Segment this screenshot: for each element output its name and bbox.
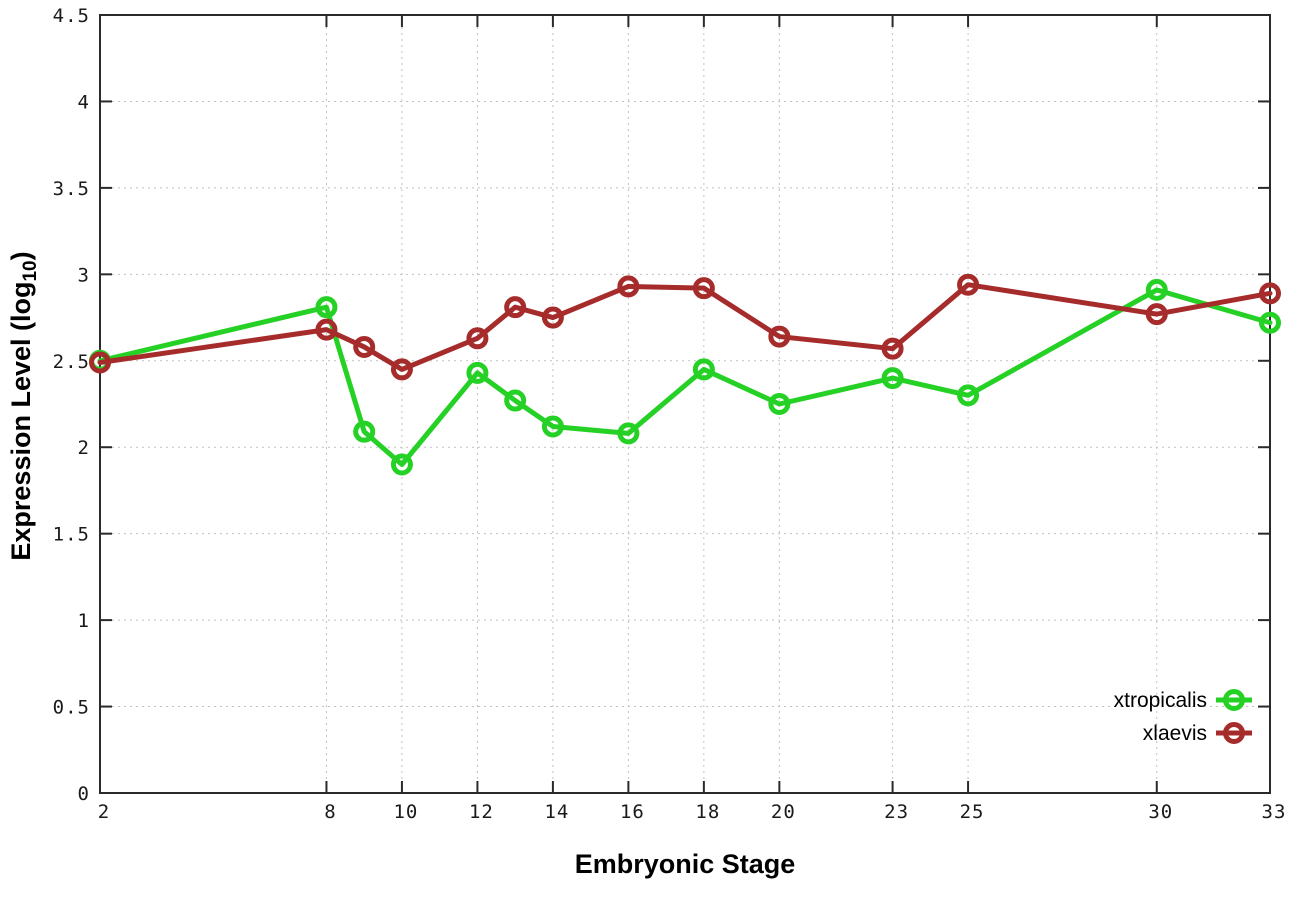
series-xlaevis-point-16	[617, 275, 640, 298]
x-tick-label-14: 14	[544, 801, 569, 823]
series-xtropicalis-point-16	[617, 422, 640, 445]
series-xlaevis-point-25	[957, 273, 980, 296]
x-tick-label-2: 2	[98, 801, 110, 823]
series-xtropicalis-point-25	[957, 384, 980, 407]
x-tick-label-25: 25	[960, 801, 985, 823]
legend-label-xlaevis: xlaevis	[1143, 722, 1207, 745]
series-xlaevis-point-2	[89, 351, 111, 374]
series-xlaevis-point-23	[881, 337, 904, 360]
series-xlaevis-point-10	[390, 358, 413, 381]
x-tick-label-23: 23	[884, 801, 909, 823]
series-xlaevis-point-18	[692, 277, 715, 300]
gridlines	[100, 15, 1270, 793]
x-tick-label-20: 20	[771, 801, 796, 823]
series-xtropicalis-point-8	[315, 296, 338, 319]
series-xlaevis-point-9	[353, 335, 376, 358]
series-xtropicalis-point-20	[768, 393, 791, 415]
x-axis-title: Embryonic Stage	[575, 849, 796, 879]
series-xlaevis-point-8	[315, 318, 338, 341]
series-xlaevis-point-30	[1145, 303, 1168, 326]
plot-border	[99, 14, 1271, 794]
series-xtropicalis-point-10	[390, 453, 413, 476]
series-xtropicalis-point-9	[353, 420, 376, 443]
y-tick-label-4.5: 4.5	[53, 5, 90, 27]
series-xlaevis-point-12	[466, 327, 489, 350]
x-tick-label-30: 30	[1148, 801, 1173, 823]
series-xlaevis-point-33	[1259, 282, 1281, 305]
y-tick-label-0: 0	[78, 783, 90, 805]
x-tick-label-12: 12	[469, 801, 494, 823]
y-tick-label-1: 1	[78, 610, 90, 632]
x-tick-label-16: 16	[620, 801, 645, 823]
legend-sample-marker-xlaevis	[1223, 722, 1245, 744]
y-tick-label-0.5: 0.5	[53, 697, 90, 719]
series-xtropicalis-point-23	[881, 367, 904, 390]
legend-entry-xlaevis: xlaevis	[1143, 722, 1252, 745]
y-tick-label-2.5: 2.5	[53, 351, 90, 373]
x-tick-label-33: 33	[1262, 801, 1287, 823]
series-xtropicalis-point-13	[504, 389, 527, 412]
y-tick-label-3: 3	[78, 264, 90, 286]
series-xlaevis-point-20	[768, 325, 791, 348]
legend-entry-xtropicalis: xtropicalis	[1114, 689, 1252, 712]
series-xtropicalis-point-33	[1259, 311, 1281, 334]
y-tick-label-2: 2	[78, 437, 90, 459]
legend-label-xtropicalis: xtropicalis	[1114, 689, 1207, 712]
series-xlaevis-point-14	[541, 306, 564, 329]
x-tick-label-8: 8	[324, 801, 336, 823]
x-tick-label-10: 10	[393, 801, 418, 823]
y-tick-label-1.5: 1.5	[53, 524, 90, 546]
x-tick-label-18: 18	[695, 801, 720, 823]
series-xtropicalis-point-18	[692, 358, 715, 381]
series-xtropicalis-point-30	[1145, 278, 1168, 301]
y-tick-label-3.5: 3.5	[53, 178, 90, 200]
legend-sample-marker-xtropicalis	[1223, 689, 1245, 711]
y-axis-title: Expression Level (log10)	[6, 251, 41, 560]
series-xtropicalis-point-14	[541, 415, 564, 438]
y-tick-label-4: 4	[78, 91, 90, 113]
series-xlaevis-point-13	[504, 296, 527, 319]
series-xtropicalis-point-12	[466, 361, 489, 384]
